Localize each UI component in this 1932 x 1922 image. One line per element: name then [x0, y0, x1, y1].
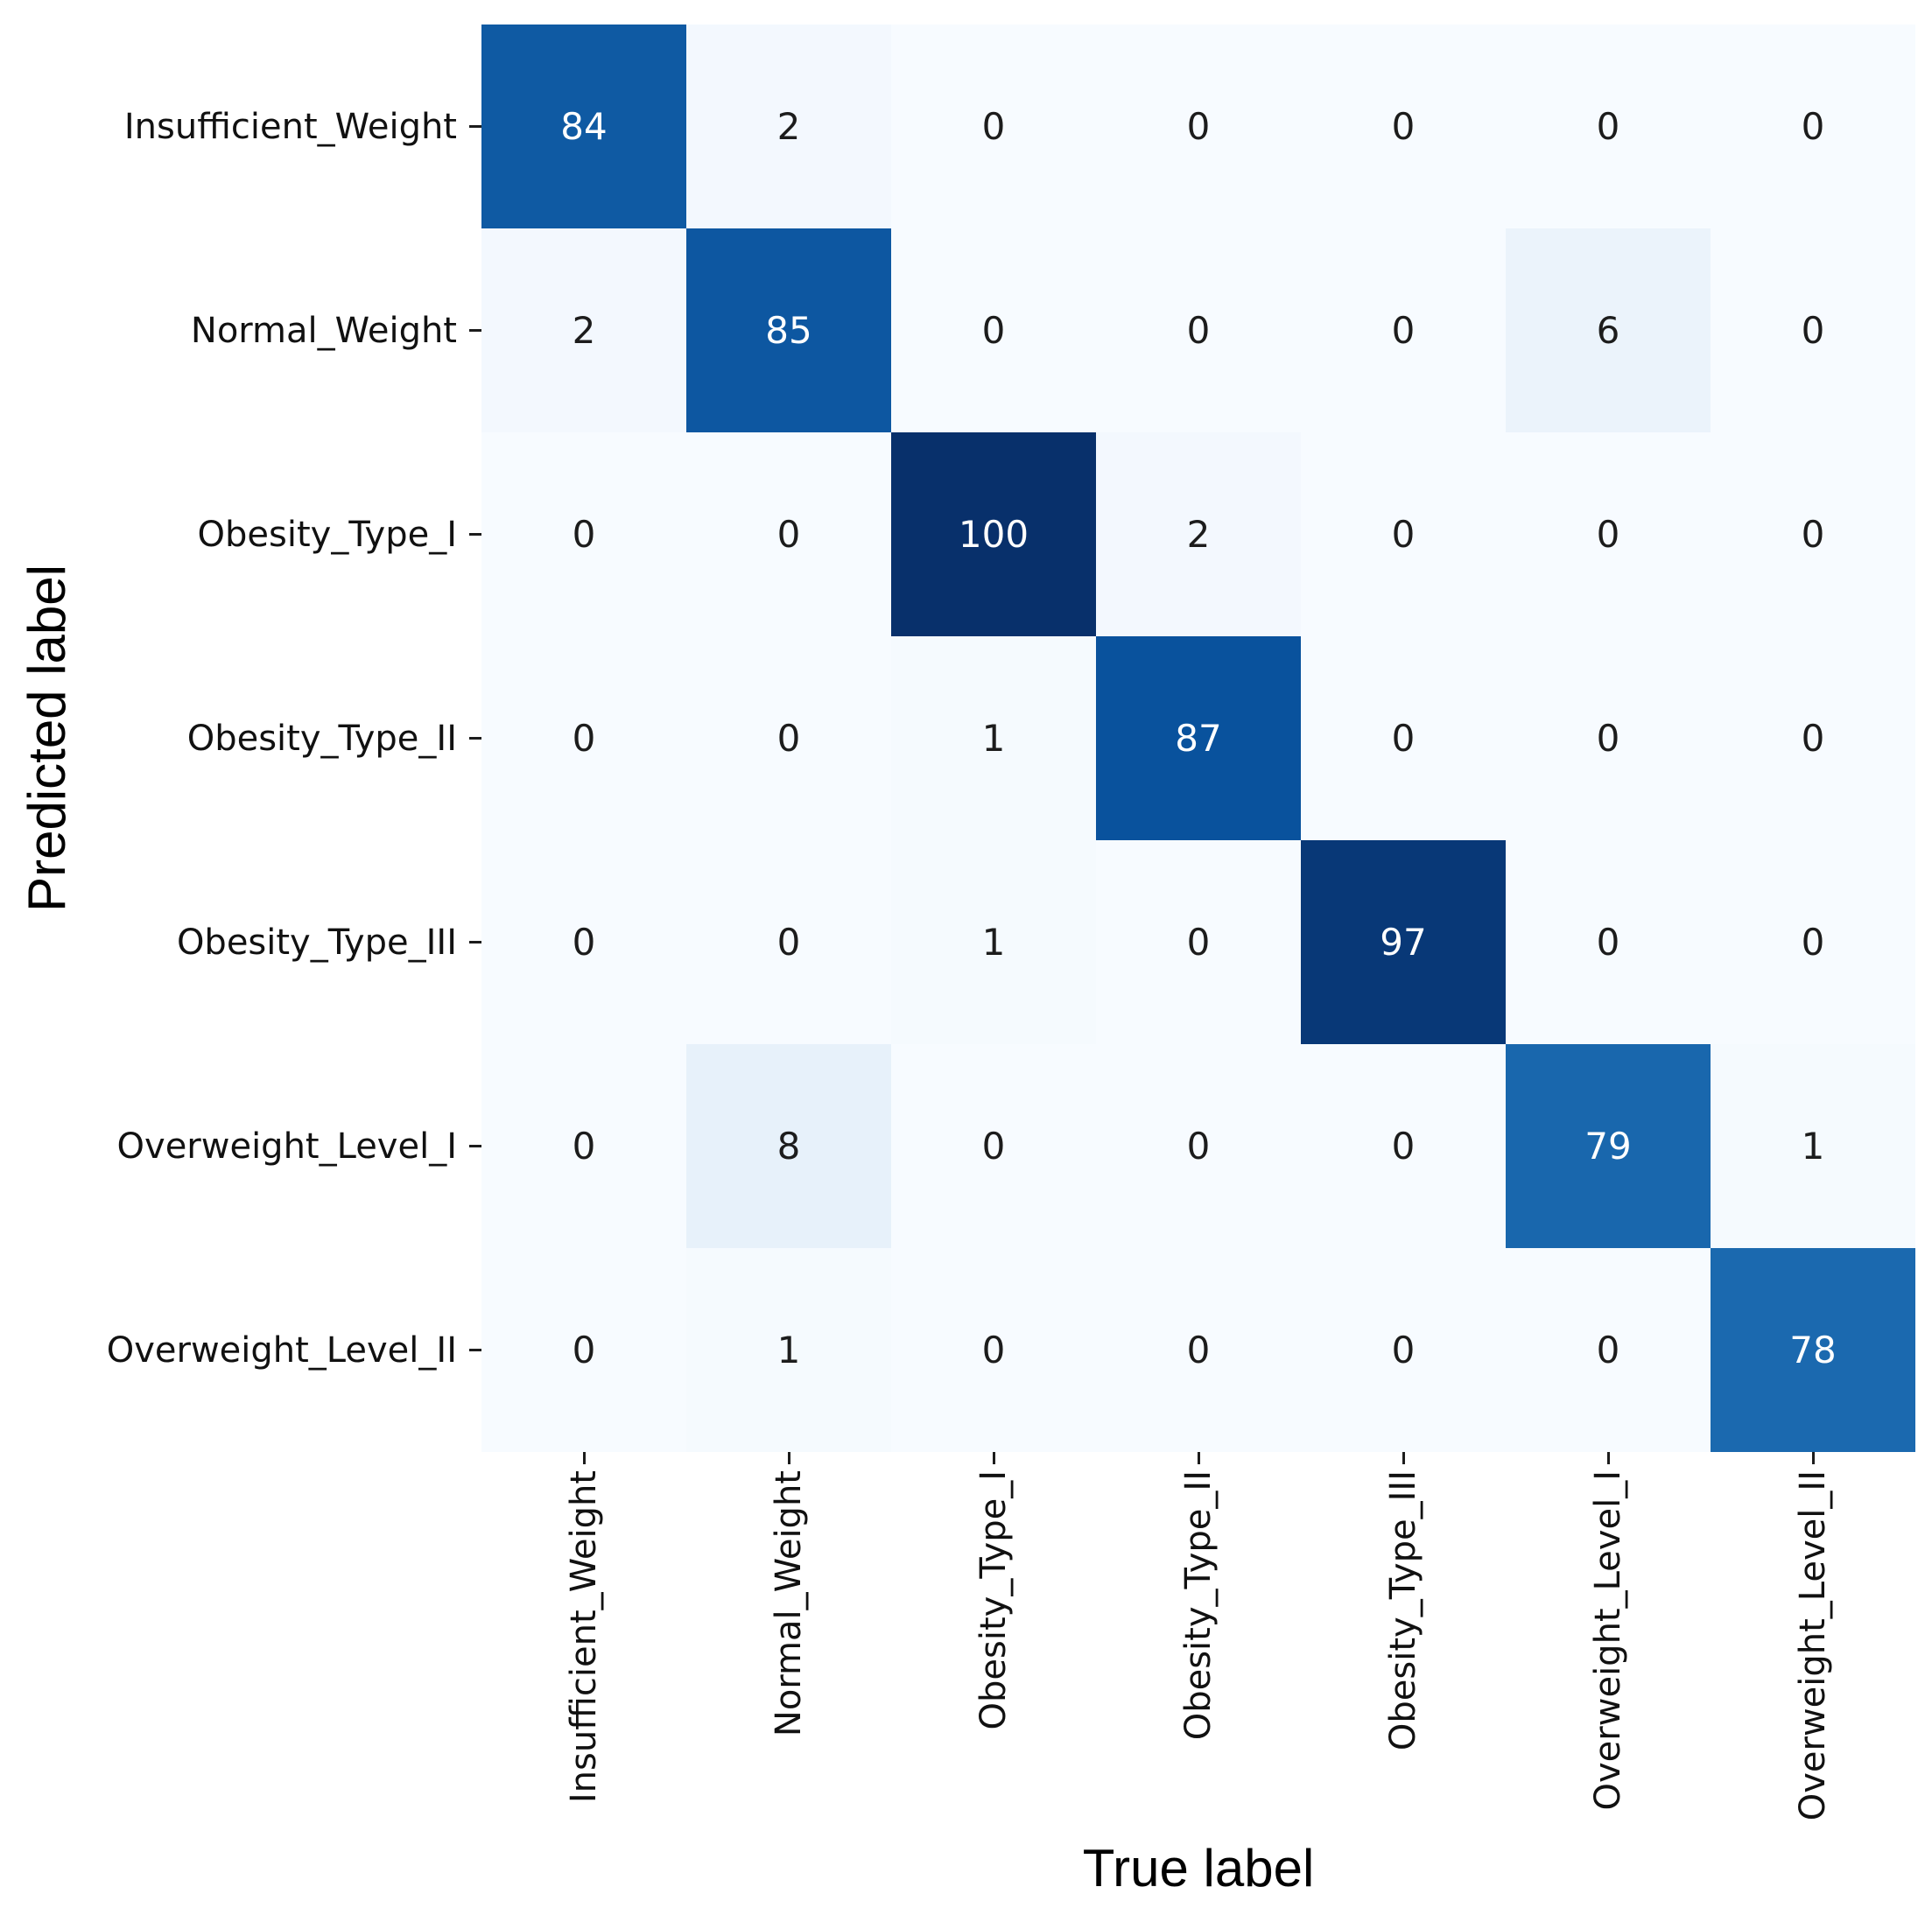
matrix-cell-r1-c5: 6	[1506, 228, 1711, 432]
matrix-cell-r2-c6: 0	[1711, 432, 1915, 636]
matrix-cell-r5-c4: 0	[1301, 1044, 1506, 1248]
ytick-mark-2	[469, 533, 481, 536]
matrix-cell-r3-c6: 0	[1711, 636, 1915, 840]
xtick-mark-6	[1811, 1452, 1815, 1464]
xtick-mark-0	[582, 1452, 586, 1464]
ytick-label-1: Normal_Weight	[190, 310, 457, 351]
matrix-cell-r3-c0: 0	[481, 636, 686, 840]
xtick-mark-4	[1402, 1452, 1405, 1464]
matrix-cell-r5-c3: 0	[1096, 1044, 1301, 1248]
matrix-cell-r6-c0: 0	[481, 1248, 686, 1452]
ytick-mark-4	[469, 941, 481, 943]
matrix-cell-r5-c6: 1	[1711, 1044, 1915, 1248]
matrix-cell-r4-c1: 0	[686, 840, 891, 1044]
matrix-cell-r6-c4: 0	[1301, 1248, 1506, 1452]
xtick-label-1: Normal_Weight	[769, 1470, 809, 1737]
heatmap-grid: 84 2 0 0 0 0 0 2 85 0 0 0 6 0 0 0 100 2 0 0 0 0 0 1 87 0 0 0 0 0 1 0 97 0…	[481, 25, 1915, 1452]
xtick-mark-1	[787, 1452, 790, 1464]
matrix-cell-r2-c0: 0	[481, 432, 686, 636]
matrix-cell-r2-c3: 2	[1096, 432, 1301, 636]
matrix-cell-r0-c3: 0	[1096, 25, 1301, 228]
matrix-cell-r2-c2: 100	[891, 432, 1096, 636]
ytick-mark-6	[469, 1349, 481, 1351]
matrix-cell-r2-c4: 0	[1301, 432, 1506, 636]
xtick-label-5: Overweight_Level_I	[1588, 1470, 1628, 1811]
ytick-label-5: Overweight_Level_I	[116, 1126, 457, 1167]
matrix-cell-r6-c5: 0	[1506, 1248, 1711, 1452]
matrix-cell-r2-c5: 0	[1506, 432, 1711, 636]
ytick-label-6: Overweight_Level_II	[106, 1329, 457, 1371]
matrix-cell-r1-c0: 2	[481, 228, 686, 432]
matrix-cell-r4-c5: 0	[1506, 840, 1711, 1044]
ytick-mark-5	[469, 1145, 481, 1147]
matrix-cell-r0-c2: 0	[891, 25, 1096, 228]
x-axis-title: True label	[481, 1838, 1915, 1898]
ytick-label-2: Obesity_Type_I	[197, 514, 457, 555]
matrix-cell-r0-c4: 0	[1301, 25, 1506, 228]
matrix-cell-r4-c6: 0	[1711, 840, 1915, 1044]
matrix-cell-r0-c5: 0	[1506, 25, 1711, 228]
matrix-cell-r5-c1: 8	[686, 1044, 891, 1248]
ytick-label-4: Obesity_Type_III	[176, 922, 457, 963]
matrix-cell-r4-c2: 1	[891, 840, 1096, 1044]
matrix-cell-r6-c3: 0	[1096, 1248, 1301, 1452]
matrix-cell-r1-c1: 85	[686, 228, 891, 432]
matrix-cell-r4-c0: 0	[481, 840, 686, 1044]
matrix-cell-r3-c2: 1	[891, 636, 1096, 840]
xtick-label-0: Insufficient_Weight	[564, 1470, 604, 1804]
matrix-cell-r1-c4: 0	[1301, 228, 1506, 432]
ytick-mark-3	[469, 737, 481, 740]
xtick-label-6: Overweight_Level_II	[1793, 1470, 1833, 1821]
ytick-mark-1	[469, 329, 481, 332]
matrix-cell-r0-c1: 2	[686, 25, 891, 228]
matrix-cell-r0-c0: 84	[481, 25, 686, 228]
xtick-label-3: Obesity_Type_II	[1178, 1470, 1219, 1741]
xtick-label-4: Obesity_Type_III	[1383, 1470, 1423, 1751]
matrix-cell-r5-c0: 0	[481, 1044, 686, 1248]
matrix-cell-r6-c1: 1	[686, 1248, 891, 1452]
matrix-cell-r2-c1: 0	[686, 432, 891, 636]
matrix-cell-r6-c6: 78	[1711, 1248, 1915, 1452]
matrix-cell-r5-c5: 79	[1506, 1044, 1711, 1248]
xtick-mark-3	[1197, 1452, 1200, 1464]
matrix-cell-r3-c5: 0	[1506, 636, 1711, 840]
matrix-cell-r1-c6: 0	[1711, 228, 1915, 432]
matrix-cell-r4-c3: 0	[1096, 840, 1301, 1044]
matrix-cell-r6-c2: 0	[891, 1248, 1096, 1452]
xtick-label-2: Obesity_Type_I	[973, 1470, 1014, 1730]
ytick-label-3: Obesity_Type_II	[186, 718, 457, 759]
ytick-label-0: Insufficient_Weight	[123, 106, 457, 147]
matrix-cell-r4-c4: 97	[1301, 840, 1506, 1044]
xtick-mark-2	[992, 1452, 995, 1464]
matrix-cell-r3-c1: 0	[686, 636, 891, 840]
matrix-cell-r1-c3: 0	[1096, 228, 1301, 432]
matrix-cell-r1-c2: 0	[891, 228, 1096, 432]
matrix-cell-r3-c3: 87	[1096, 636, 1301, 840]
matrix-cell-r0-c6: 0	[1711, 25, 1915, 228]
matrix-cell-r5-c2: 0	[891, 1044, 1096, 1248]
xtick-mark-5	[1606, 1452, 1610, 1464]
ytick-mark-0	[469, 125, 481, 128]
matrix-cell-r3-c4: 0	[1301, 636, 1506, 840]
x-axis-title-text: True label	[1082, 1839, 1315, 1897]
